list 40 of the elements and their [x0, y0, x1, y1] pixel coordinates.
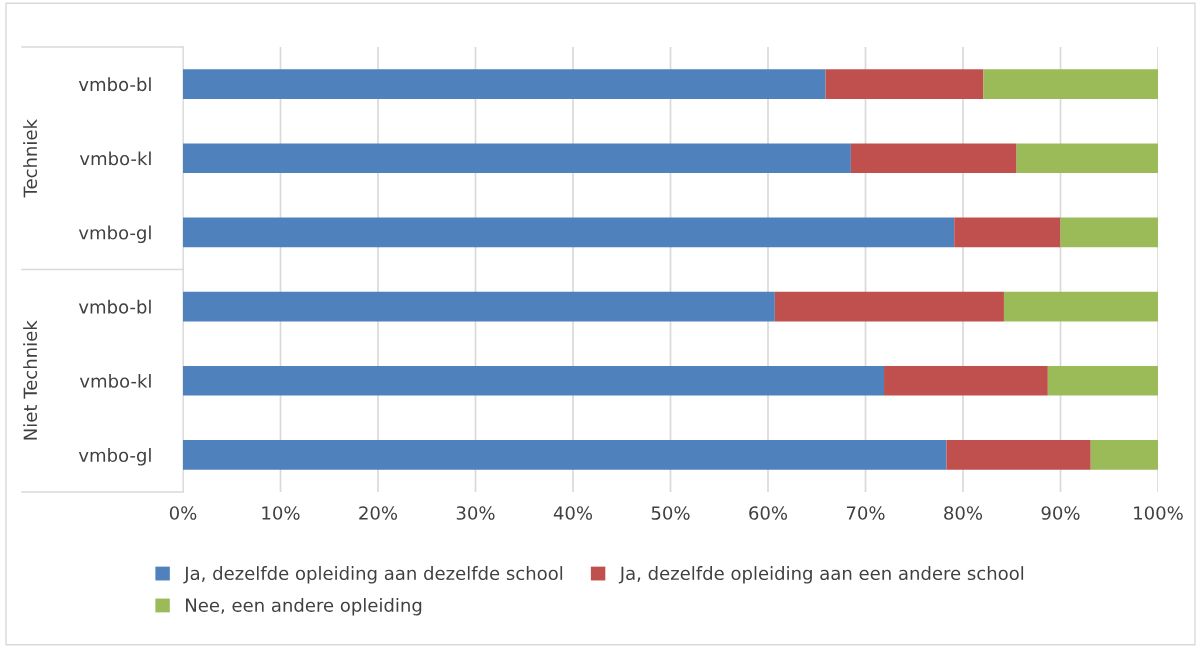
bar — [884, 365, 1048, 396]
bar — [1090, 440, 1158, 470]
y-tick-label: vmbo-gl — [78, 448, 151, 466]
y-tick-label: vmbo-gl — [78, 225, 151, 244]
bar — [954, 217, 1061, 248]
bar — [983, 69, 1158, 99]
legend-label: Nee, een andere opleiding — [186, 598, 422, 616]
bar — [183, 69, 826, 99]
text: Techniek — [23, 119, 38, 198]
bar — [183, 143, 851, 174]
x-tick-label: 90% — [1041, 506, 1080, 520]
x-tick-label: 60% — [749, 506, 788, 520]
x-tick-label: 20% — [359, 506, 398, 520]
y-tick-label: vmbo-kl — [79, 373, 151, 388]
x-tick-label: 30% — [456, 506, 495, 520]
bar — [1016, 143, 1158, 174]
x-tick-label: 50% — [651, 506, 690, 520]
x-tick-label: 40% — [553, 506, 593, 520]
legend-label: Ja, dezelfde opleiding aan een andere school — [618, 566, 1024, 584]
bar — [825, 69, 984, 99]
y-tick-label: vmbo-kl — [79, 151, 151, 166]
x-tick-label: 100% — [1134, 506, 1183, 520]
x-tick-label: 10% — [262, 506, 300, 520]
bar — [183, 291, 775, 322]
bar — [183, 217, 955, 248]
bar — [946, 440, 1091, 470]
x-tick-label: 0% — [169, 506, 197, 520]
x-tick-label: 80% — [944, 506, 983, 520]
bar — [183, 365, 885, 396]
y-tick-label: vmbo-bl — [78, 77, 151, 92]
bar — [850, 143, 1017, 174]
x-tick-label: 70% — [846, 506, 885, 520]
bar — [1060, 217, 1158, 248]
legend-label: Ja, dezelfde opleiding aan dezelfde school — [183, 566, 563, 584]
y-tick-label: vmbo-bl — [78, 299, 151, 314]
bar — [774, 291, 1004, 322]
bar — [1003, 291, 1158, 322]
bar — [1047, 365, 1158, 396]
bar — [183, 440, 947, 470]
text: Niet Techniek — [23, 320, 38, 440]
